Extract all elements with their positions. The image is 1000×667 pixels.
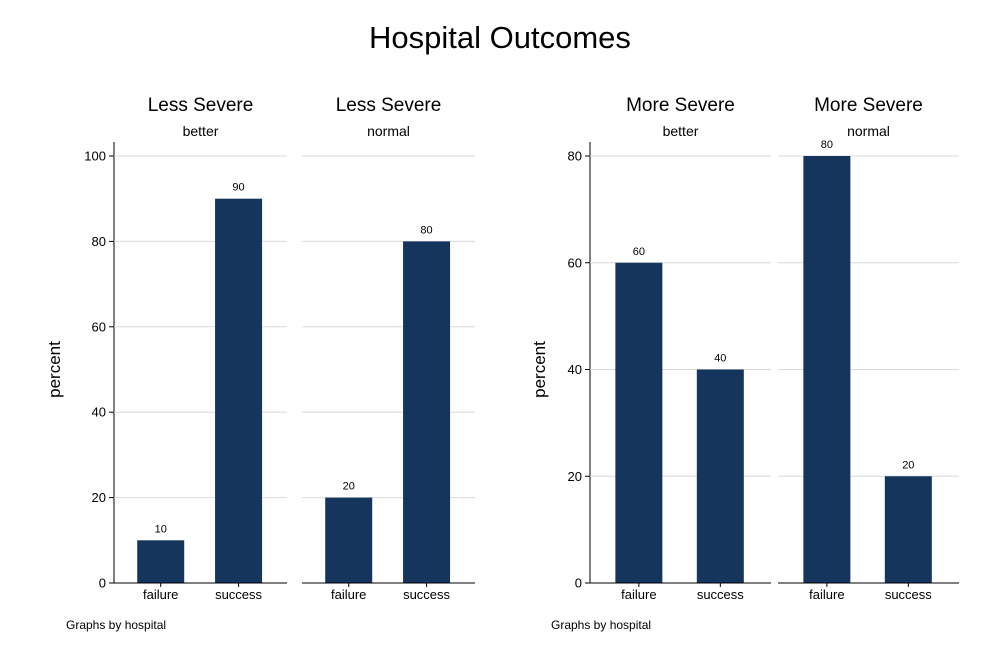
x-tick-label: success bbox=[697, 587, 744, 602]
x-tick-label: failure bbox=[143, 587, 178, 602]
chart-title: Hospital Outcomes bbox=[369, 20, 631, 55]
data-label: 80 bbox=[821, 139, 833, 151]
panel-title: More Severe bbox=[814, 95, 923, 116]
graph-note: Graphs by hospital bbox=[66, 618, 166, 632]
bar-failure bbox=[137, 540, 184, 583]
panel-title: Less Severe bbox=[336, 95, 442, 116]
x-tick-label: success bbox=[215, 587, 262, 602]
data-label: 10 bbox=[155, 523, 167, 535]
y-tick-label: 100 bbox=[84, 149, 106, 164]
bar-failure bbox=[615, 263, 662, 583]
x-tick-label: failure bbox=[809, 587, 844, 602]
panel-subtitle: normal bbox=[367, 123, 410, 139]
y-tick-label: 0 bbox=[575, 576, 582, 591]
bar-success bbox=[697, 370, 744, 584]
panel-title: More Severe bbox=[626, 95, 735, 116]
panel-subtitle: normal bbox=[847, 123, 890, 139]
data-label: 60 bbox=[633, 246, 645, 258]
bar-failure bbox=[325, 498, 372, 583]
x-tick-label: failure bbox=[331, 587, 366, 602]
panel-title: Less Severe bbox=[148, 95, 254, 116]
y-tick-label: 40 bbox=[92, 405, 106, 420]
panel-subtitle: better bbox=[183, 123, 219, 139]
y-tick-label: 60 bbox=[92, 319, 106, 334]
y-tick-label: 60 bbox=[568, 255, 582, 270]
data-label: 40 bbox=[714, 353, 726, 365]
y-tick-label: 0 bbox=[99, 576, 106, 591]
y-tick-label: 40 bbox=[568, 362, 582, 377]
x-tick-label: success bbox=[885, 587, 932, 602]
x-tick-label: success bbox=[403, 587, 450, 602]
graph-note: Graphs by hospital bbox=[551, 618, 651, 632]
bar-success bbox=[403, 241, 450, 583]
y-tick-label: 80 bbox=[568, 149, 582, 164]
data-label: 90 bbox=[232, 182, 244, 194]
x-tick-label: failure bbox=[621, 587, 656, 602]
data-label: 80 bbox=[420, 224, 432, 236]
data-label: 20 bbox=[902, 459, 914, 471]
bar-success bbox=[885, 476, 932, 583]
panel-subtitle: better bbox=[663, 123, 699, 139]
y-axis-label: percent bbox=[530, 341, 549, 398]
y-axis-label: percent bbox=[45, 341, 64, 398]
y-tick-label: 80 bbox=[92, 234, 106, 249]
bar-failure bbox=[803, 156, 850, 583]
y-tick-label: 20 bbox=[568, 469, 582, 484]
bar-success bbox=[215, 199, 262, 583]
data-label: 20 bbox=[343, 481, 355, 493]
y-tick-label: 20 bbox=[92, 490, 106, 505]
